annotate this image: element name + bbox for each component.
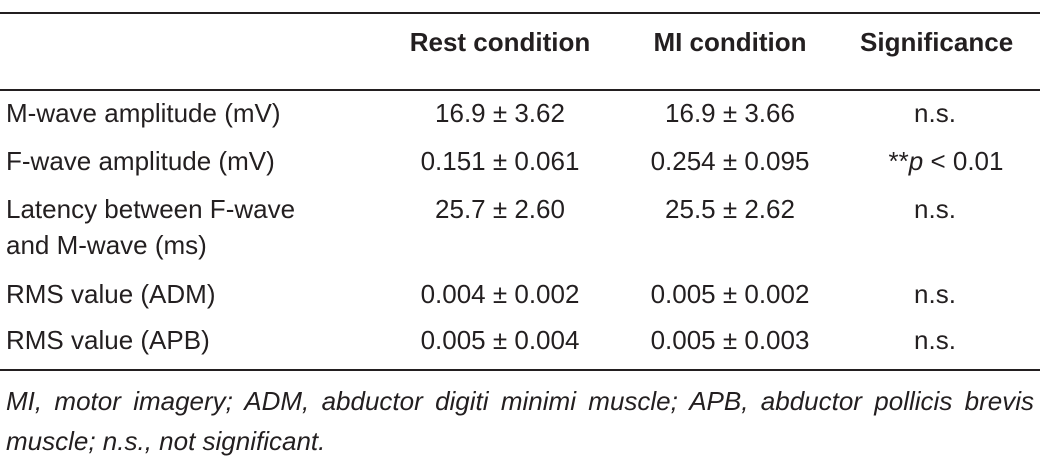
row-rms-apb-label: RMS value (APB) [6,325,210,355]
row-rms-adm-significance: n.s. [914,279,956,309]
table-header-rule [0,89,1040,91]
row-rms-apb-significance: n.s. [914,325,956,355]
table-footnote: MI, motor imagery; ADM, abductor digiti … [6,386,1034,456]
sig-stars: ** [888,146,909,176]
table-top-rule [0,12,1040,14]
row-rms-adm-mi: 0.005 ± 0.002 [650,279,810,309]
sig-threshold: < 0.01 [923,146,1004,176]
row-f-wave-rest: 0.151 ± 0.061 [420,146,580,176]
row-latency-mi: 25.5 ± 2.62 [665,194,795,224]
row-f-wave-label: F-wave amplitude (mV) [6,146,275,176]
header-rest-condition: Rest condition [409,27,591,57]
header-mi-condition: MI condition [653,27,807,57]
row-rms-apb-mi: 0.005 ± 0.003 [650,325,810,355]
row-latency-rest: 25.7 ± 2.60 [435,194,565,224]
row-f-wave-significance: **p < 0.01 [856,143,1036,179]
row-m-wave-mi: 16.9 ± 3.66 [665,98,795,128]
row-rms-apb-rest: 0.005 ± 0.004 [420,325,580,355]
row-rms-adm-rest: 0.004 ± 0.002 [420,279,580,309]
row-rms-adm-label: RMS value (ADM) [6,279,216,309]
row-m-wave-rest: 16.9 ± 3.62 [435,98,565,128]
header-significance: Significance [860,27,1014,57]
row-m-wave-label: M-wave amplitude (mV) [6,98,281,128]
row-m-wave-significance: n.s. [914,98,956,128]
row-latency-significance: n.s. [914,194,956,224]
row-latency-label-line2: and M-wave (ms) [6,230,207,260]
table-bottom-rule [0,369,1040,371]
row-latency-label-line1: Latency between F-wave [6,194,296,224]
row-f-wave-mi: 0.254 ± 0.095 [650,146,810,176]
sig-p-symbol: p [908,146,924,176]
